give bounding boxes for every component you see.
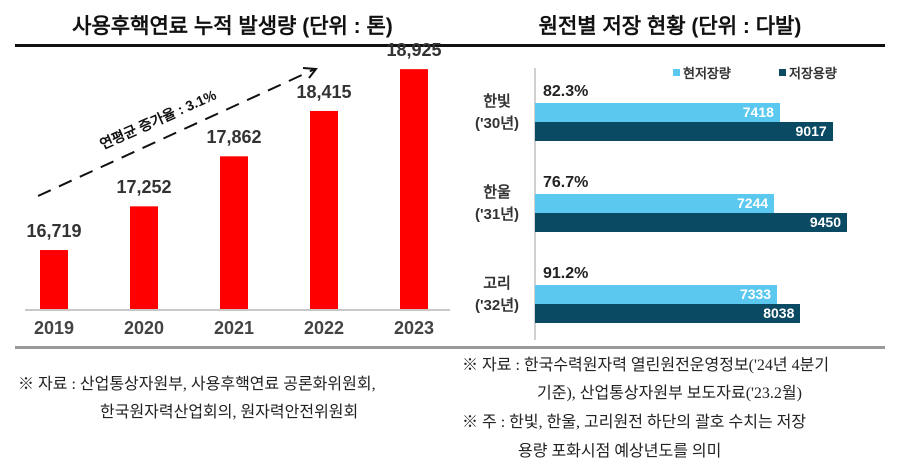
bar-2019 xyxy=(40,250,68,309)
bar-2023 xyxy=(400,69,428,310)
storage-ratio-label: 76.7% xyxy=(543,174,589,191)
right-note-line1: ※ 주 : 한빛, 한울, 고리원전 하단의 괄호 수치는 저장 xyxy=(462,414,807,431)
right-source-line1: ※ 자료 : 한국수력원자력 열린원전운영정보('24년 4분기 xyxy=(462,357,830,374)
bar-storage-capacity: 9450 xyxy=(535,213,847,232)
value-label: 18,925 xyxy=(386,40,442,61)
station-saturation-year: ('31년) xyxy=(474,206,520,223)
bar-value-label: 9017 xyxy=(795,123,827,139)
right-title-rule xyxy=(450,44,885,47)
storage-ratio-label: 82.3% xyxy=(543,83,589,100)
bar-current-storage: 7418 xyxy=(535,103,780,122)
value-label: 17,252 xyxy=(116,177,172,198)
left-title-rule xyxy=(15,44,450,47)
x-tick-label: 2020 xyxy=(123,318,165,338)
trend-arrow-head xyxy=(302,67,318,79)
station-name: 고리 xyxy=(483,275,511,292)
station-label: 한울 ('31년) xyxy=(462,182,532,226)
bar-value-label: 7244 xyxy=(737,195,769,211)
x-tick-label: 2019 xyxy=(33,318,75,338)
bar-current-storage: 7244 xyxy=(535,194,775,213)
left-bottom-rule xyxy=(15,346,450,349)
left-source-line2: 한국원자력산업회의, 원자력안전위원회 xyxy=(100,404,359,421)
station-label: 고리 ('32년) xyxy=(462,273,532,317)
right-chart-title: 원전별 저장 현황 (단위 : 다발) xyxy=(538,15,802,38)
value-label: 16,719 xyxy=(26,221,82,242)
station-name: 한빛 xyxy=(483,93,511,110)
value-label: 17,862 xyxy=(206,127,262,148)
legend-label: 저장용량 xyxy=(789,66,837,81)
x-tick-label: 2022 xyxy=(303,318,345,338)
bar-value-label: 8038 xyxy=(763,305,795,321)
bar-2020 xyxy=(130,206,158,309)
left-bar-chart: 연평균 증가율 : 3.1% xyxy=(25,67,450,311)
right-bottom-rule xyxy=(450,346,885,349)
bar-current-storage: 7333 xyxy=(535,285,778,304)
bar-2021 xyxy=(220,156,248,309)
station-name: 한울 xyxy=(483,184,511,201)
legend-item-capacity: 저장용량 xyxy=(779,63,837,82)
legend-label: 현저장량 xyxy=(683,66,731,81)
x-tick-label: 2023 xyxy=(393,318,435,338)
bar-storage-capacity: 8038 xyxy=(535,304,801,323)
trend-arrow-line xyxy=(37,68,316,197)
x-tick-label: 2021 xyxy=(213,318,255,338)
storage-ratio-label: 91.2% xyxy=(543,265,589,282)
bar-value-label: 7418 xyxy=(742,104,774,120)
legend-item-current: 현저장량 xyxy=(673,63,731,82)
legend-swatch xyxy=(779,69,786,76)
right-note-line2: 용량 포화시점 예상년도를 의미 xyxy=(518,443,722,460)
left-source-line1: ※ 자료 : 산업통상자원부, 사용후핵연료 공론화위원회, xyxy=(18,376,376,393)
station-label: 한빛 ('30년) xyxy=(462,91,532,135)
legend-swatch xyxy=(673,69,680,76)
left-chart-title: 사용후핵연료 누적 발생량 (단위 : 톤) xyxy=(72,15,393,38)
bar-storage-capacity: 9017 xyxy=(535,122,833,141)
station-saturation-year: ('30년) xyxy=(474,115,520,132)
bar-value-label: 9450 xyxy=(809,214,841,230)
right-source-line2: 기준), 산업통상자원부 보도자료('23.2월) xyxy=(537,385,802,402)
bar-value-label: 7333 xyxy=(739,286,772,302)
value-label: 18,415 xyxy=(296,81,352,102)
bar-2022 xyxy=(310,110,338,309)
station-saturation-year: ('32년) xyxy=(474,297,520,314)
